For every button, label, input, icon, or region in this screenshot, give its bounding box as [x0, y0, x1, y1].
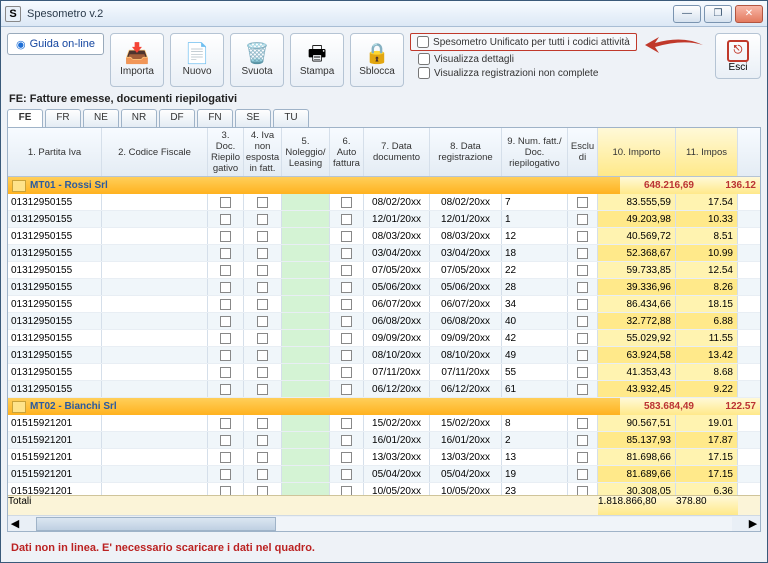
col-importo[interactable]: 10. Importo [598, 128, 676, 176]
tab-fe[interactable]: FE [7, 109, 43, 127]
new-icon: 📄 [185, 44, 210, 64]
tab-fn[interactable]: FN [197, 109, 233, 127]
minimize-button[interactable]: — [673, 5, 701, 23]
col-partita-iva[interactable]: 1. Partita Iva [8, 128, 102, 176]
print-icon: 🖶 [308, 44, 327, 64]
help-icon: ◉ [16, 38, 26, 51]
import-icon: 📥 [125, 44, 150, 64]
option-highlight-box: Spesometro Unificato per tutti i codici … [410, 33, 637, 51]
totals-importo: 1.818.866,80 [598, 496, 676, 515]
table-row[interactable]: 0131295015507/05/20xx07/05/20xx2259.733,… [8, 262, 760, 279]
stampa-button[interactable]: 🖶Stampa [290, 33, 344, 87]
col-escludi[interactable]: Esclu di [568, 128, 598, 176]
close-button[interactable]: ✕ [735, 5, 763, 23]
importa-button[interactable]: 📥Importa [110, 33, 164, 87]
totals-label: Totali [8, 496, 102, 515]
tab-nr[interactable]: NR [121, 109, 157, 127]
app-icon: S [5, 6, 21, 22]
group-row[interactable]: MT02 - Bianchi Srl583.684,49122.57 [8, 398, 760, 415]
col-autofattura[interactable]: 6. Auto fattura [330, 128, 364, 176]
check-unificato[interactable]: Spesometro Unificato per tutti i codici … [417, 36, 630, 48]
table-row[interactable]: 0131295015506/12/20xx06/12/20xx6143.932,… [8, 381, 760, 398]
help-button[interactable]: ◉ Guida on-line [7, 33, 104, 55]
exit-icon: ⎋ [727, 40, 749, 62]
grid-header: 1. Partita Iva 2. Codice Fiscale 3. Doc.… [8, 128, 760, 177]
col-codice-fiscale[interactable]: 2. Codice Fiscale [102, 128, 208, 176]
col-data-documento[interactable]: 7. Data documento [364, 128, 430, 176]
table-row[interactable]: 0131295015506/07/20xx06/07/20xx3486.434,… [8, 296, 760, 313]
grid-body[interactable]: MT01 - Rossi Srl648.216,69136.1201312950… [8, 177, 760, 495]
table-row[interactable]: 0131295015505/06/20xx05/06/20xx2839.336,… [8, 279, 760, 296]
esci-button[interactable]: ⎋Esci [715, 33, 761, 79]
attention-arrow [643, 33, 703, 57]
tab-se[interactable]: SE [235, 109, 271, 127]
table-row[interactable]: 0131295015508/02/20xx08/02/20xx783.555,5… [8, 194, 760, 211]
group-row[interactable]: MT01 - Rossi Srl648.216,69136.12 [8, 177, 760, 194]
tab-fr[interactable]: FR [45, 109, 81, 127]
app-window: S Spesometro v.2 — ❐ ✕ ◉ Guida on-line 📥… [0, 0, 768, 563]
col-noleggio[interactable]: 5. Noleggio/ Leasing [282, 128, 330, 176]
table-row[interactable]: 0131295015512/01/20xx12/01/20xx149.203,9… [8, 211, 760, 228]
totals-row: Totali 1.818.866,80 378.80 [8, 495, 760, 515]
table-row[interactable]: 0151592120115/02/20xx15/02/20xx890.567,5… [8, 415, 760, 432]
table-row[interactable]: 0131295015506/08/20xx06/08/20xx4032.772,… [8, 313, 760, 330]
col-iva-non-esposta[interactable]: 4. Iva non esposta in fatt. [244, 128, 282, 176]
col-data-registrazione[interactable]: 8. Data registrazione [430, 128, 502, 176]
tab-ne[interactable]: NE [83, 109, 119, 127]
table-row[interactable]: 0131295015509/09/20xx09/09/20xx4255.029,… [8, 330, 760, 347]
horizontal-scrollbar[interactable]: ◀ ▶ [8, 515, 760, 531]
toolbar: ◉ Guida on-line 📥Importa 📄Nuovo 🗑️Svuota… [1, 27, 767, 93]
table-row[interactable]: 0151592120105/04/20xx05/04/20xx1981.689,… [8, 466, 760, 483]
maximize-button[interactable]: ❐ [704, 5, 732, 23]
check-dettagli[interactable]: Visualizza dettagli [410, 53, 637, 65]
table-row[interactable]: 0151592120113/03/20xx13/03/20xx1381.698,… [8, 449, 760, 466]
table-row[interactable]: 0131295015503/04/20xx03/04/20xx1852.368,… [8, 245, 760, 262]
nuovo-button[interactable]: 📄Nuovo [170, 33, 224, 87]
table-row[interactable]: 0131295015508/03/20xx08/03/20xx1240.569,… [8, 228, 760, 245]
section-title: FE: Fatture emesse, documenti riepilogat… [1, 93, 767, 109]
table-row[interactable]: 0151592120110/05/20xx10/05/20xx2330.308,… [8, 483, 760, 495]
col-imposta[interactable]: 11. Impos [676, 128, 738, 176]
table-row[interactable]: 0151592120116/01/20xx16/01/20xx285.137,9… [8, 432, 760, 449]
tab-bar: FEFRNENRDFFNSETU [1, 109, 767, 127]
warning-message: Dati non in linea. E' necessario scarica… [1, 534, 767, 562]
table-row[interactable]: 0131295015507/11/20xx07/11/20xx5541.353,… [8, 364, 760, 381]
data-grid: 1. Partita Iva 2. Codice Fiscale 3. Doc.… [7, 127, 761, 532]
window-title: Spesometro v.2 [27, 8, 673, 20]
svuota-button[interactable]: 🗑️Svuota [230, 33, 284, 87]
tab-tu[interactable]: TU [273, 109, 309, 127]
totals-imposta: 378.80 [676, 496, 738, 515]
col-num-fattura[interactable]: 9. Num. fatt./ Doc. riepilogativo [502, 128, 568, 176]
table-row[interactable]: 0131295015508/10/20xx08/10/20xx4963.924,… [8, 347, 760, 364]
tab-df[interactable]: DF [159, 109, 195, 127]
sblocca-button[interactable]: 🔒Sblocca [350, 33, 404, 87]
check-noncomplete[interactable]: Visualizza registrazioni non complete [410, 67, 637, 79]
title-bar: S Spesometro v.2 — ❐ ✕ [1, 1, 767, 27]
empty-icon: 🗑️ [245, 44, 270, 64]
lock-icon: 🔒 [365, 44, 390, 64]
col-doc-riepilogativo[interactable]: 3. Doc. Riepilo gativo [208, 128, 244, 176]
